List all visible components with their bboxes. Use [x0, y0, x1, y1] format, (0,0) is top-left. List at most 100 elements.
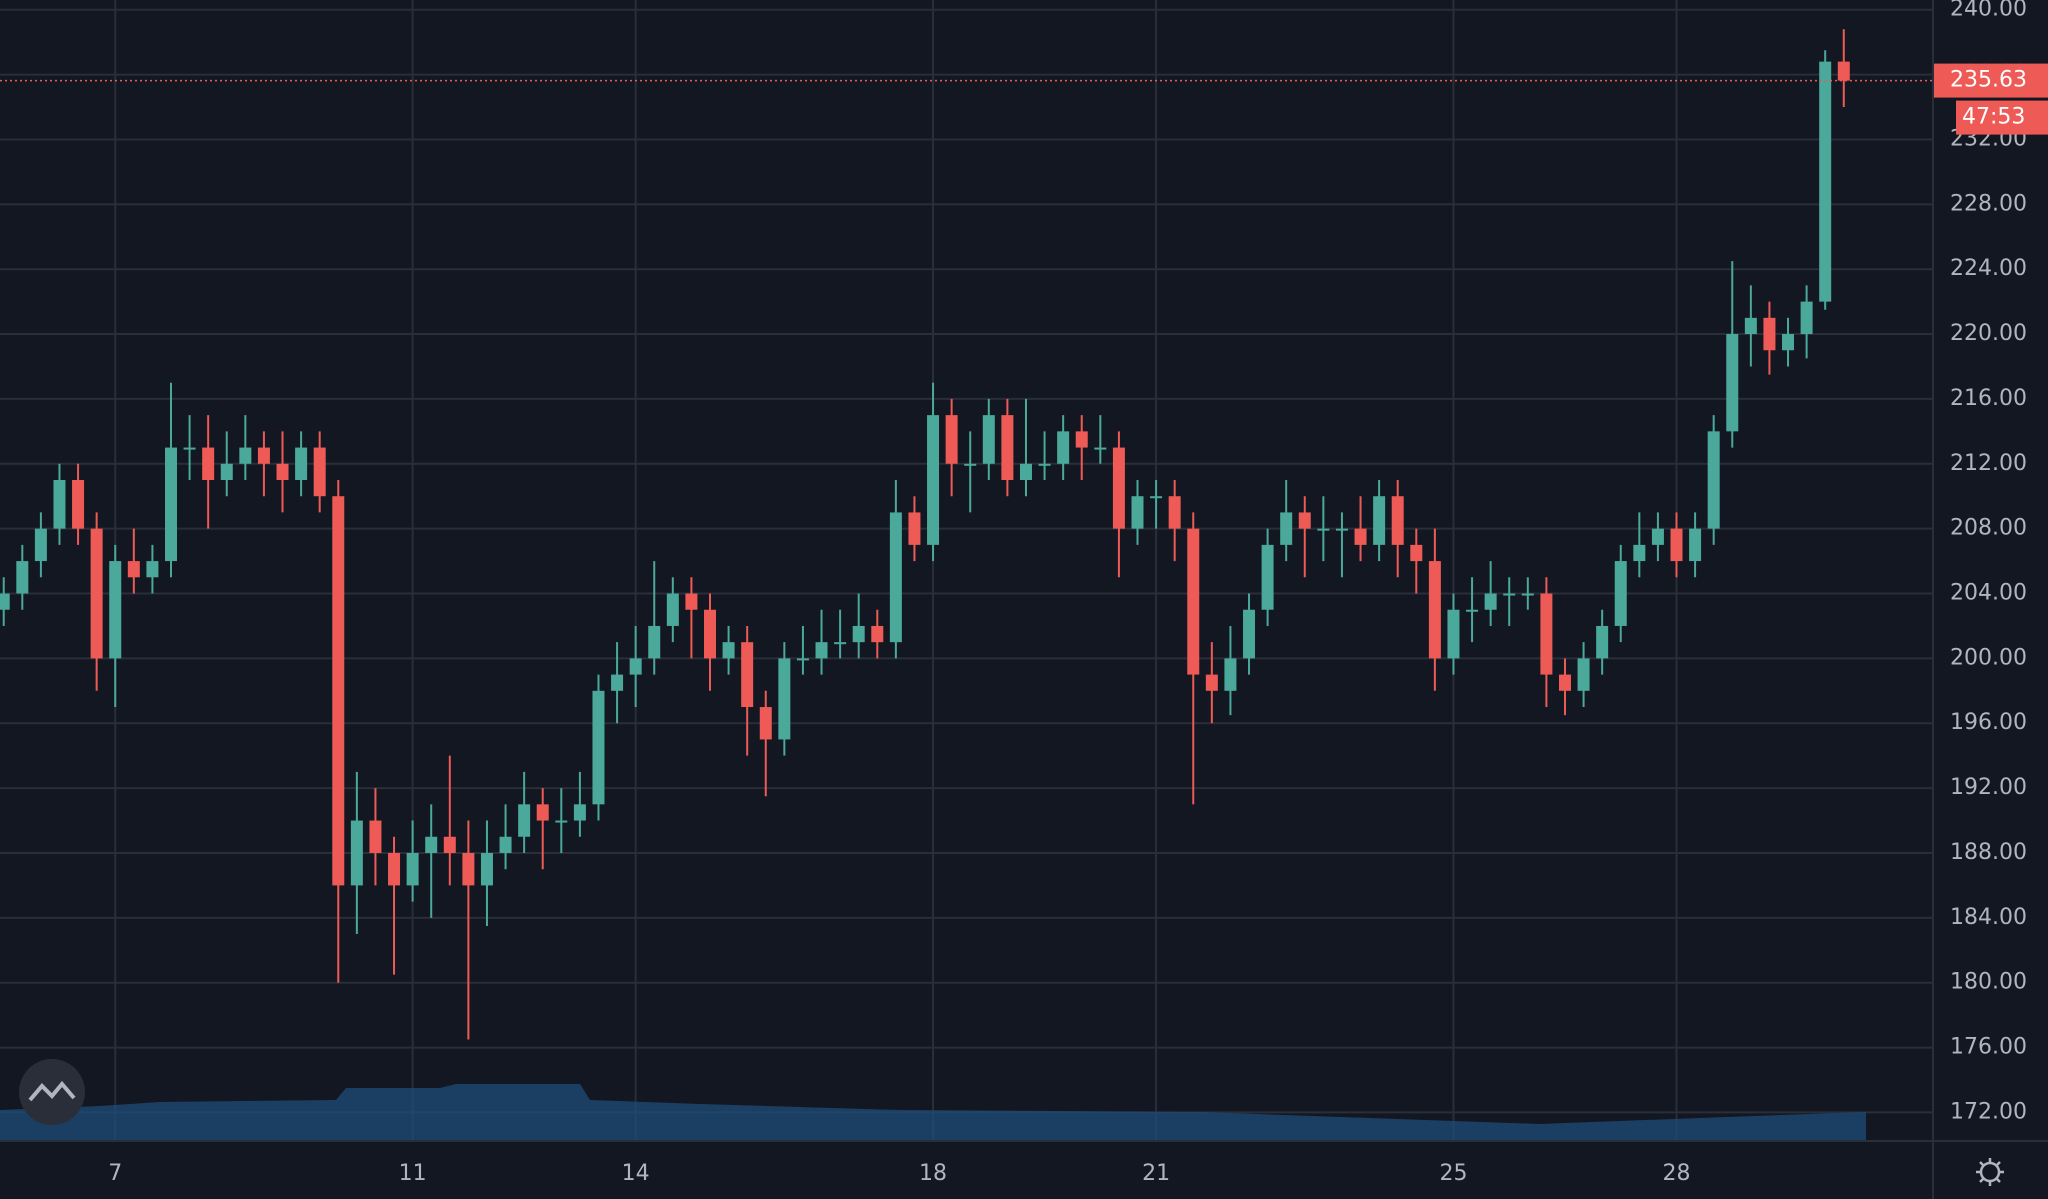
candle-body	[982, 415, 995, 464]
logo	[19, 1059, 85, 1125]
candle-body	[927, 415, 940, 545]
candle-body	[666, 593, 679, 626]
y-tick-label: 192.00	[1950, 775, 2027, 800]
candle-body	[611, 674, 624, 691]
candle-body	[1038, 463, 1051, 466]
candle-body	[0, 593, 10, 610]
candle-body	[1447, 609, 1460, 659]
candle-body	[350, 820, 363, 886]
candle-body	[127, 561, 140, 578]
y-tick-label: 204.00	[1950, 581, 2027, 606]
candle-body	[1689, 528, 1702, 562]
candle-body	[852, 625, 865, 643]
y-tick-label: 216.00	[1950, 386, 2027, 411]
gear-teeth[interactable]	[1976, 1158, 2004, 1186]
candle-body	[815, 642, 828, 659]
candle-body	[1335, 528, 1348, 531]
candle-body	[1373, 496, 1386, 545]
candle-body	[34, 528, 47, 562]
candle-body	[1763, 317, 1776, 351]
candle-body	[1558, 674, 1571, 691]
candle-body	[1001, 415, 1014, 480]
candle-body	[1075, 431, 1088, 448]
candle-body	[1707, 431, 1720, 529]
candle-body	[871, 625, 884, 643]
candle-body	[313, 447, 326, 497]
y-tick-label: 240.00	[1950, 0, 2027, 22]
candle-body	[146, 561, 159, 578]
last-price-label: 235.63	[1950, 68, 2027, 93]
candle-body	[295, 447, 308, 480]
candle-body	[759, 707, 772, 740]
candle-body	[462, 852, 475, 886]
candle-body	[257, 447, 270, 464]
candle-body	[1726, 334, 1739, 432]
candle-body	[443, 836, 456, 853]
candle-body	[1670, 528, 1683, 562]
x-tick-label: 21	[1142, 1161, 1170, 1186]
candle-body	[16, 561, 29, 594]
candle-body	[1521, 593, 1534, 596]
candle-body	[1837, 61, 1850, 81]
candle-body	[480, 852, 493, 886]
candle-body	[1243, 609, 1256, 659]
candle-body	[220, 463, 233, 480]
y-tick-label: 184.00	[1950, 905, 2027, 930]
settings-icon[interactable]	[1976, 1158, 2004, 1186]
candle-body	[555, 820, 568, 823]
candle-body	[964, 463, 977, 466]
y-tick-label: 228.00	[1950, 191, 2027, 216]
y-tick-label: 224.00	[1950, 256, 2027, 281]
candle-body	[1596, 625, 1609, 659]
candle-body	[406, 852, 419, 886]
x-tick-label: 25	[1439, 1161, 1467, 1186]
candle-body	[1391, 496, 1404, 545]
candle-body	[1094, 447, 1107, 450]
candle-body	[1317, 528, 1330, 531]
candle-body	[90, 528, 103, 659]
y-tick-label: 196.00	[1950, 710, 2027, 735]
candle-body	[369, 820, 382, 853]
candle-body	[945, 415, 958, 464]
candle-body	[202, 447, 215, 480]
candles	[0, 29, 1933, 1040]
candle-body	[536, 804, 549, 821]
candle-body	[72, 480, 85, 529]
axes: 240.00236.00232.00228.00224.00220.00216.…	[108, 0, 2048, 1186]
candle-body	[1744, 317, 1757, 335]
candle-body	[239, 447, 252, 464]
candle-body	[1187, 528, 1200, 675]
candle-body	[1354, 528, 1367, 545]
candle-body	[1298, 512, 1311, 529]
candle-body	[1057, 431, 1070, 464]
countdown-badge	[1956, 100, 2048, 135]
candle-body	[1428, 561, 1441, 659]
candle-body	[1484, 593, 1497, 610]
x-tick-label: 7	[108, 1161, 122, 1186]
candle-body	[109, 561, 122, 659]
candle-body	[1131, 496, 1144, 529]
candle-body	[183, 447, 196, 450]
candle-body	[1205, 674, 1218, 691]
candle-body	[1280, 512, 1293, 545]
last-price-badge	[1934, 63, 2048, 98]
candle-body	[1261, 544, 1274, 610]
candle-body	[778, 658, 791, 740]
candle-body	[1466, 609, 1479, 612]
candle-body	[1224, 658, 1237, 691]
countdown-label: 47:53	[1962, 105, 2025, 130]
candle-body	[1150, 496, 1163, 499]
candle-body	[1800, 301, 1813, 335]
y-tick-label: 180.00	[1950, 970, 2027, 995]
y-tick-label: 172.00	[1950, 1099, 2027, 1124]
candle-body	[1651, 528, 1664, 545]
candle-body	[834, 642, 847, 645]
candle-body	[1819, 61, 1832, 302]
candle-body	[796, 658, 809, 661]
volume-area	[0, 1084, 1866, 1140]
candle-body	[1168, 496, 1181, 529]
candle-body	[908, 512, 921, 545]
candle-body	[53, 480, 66, 529]
